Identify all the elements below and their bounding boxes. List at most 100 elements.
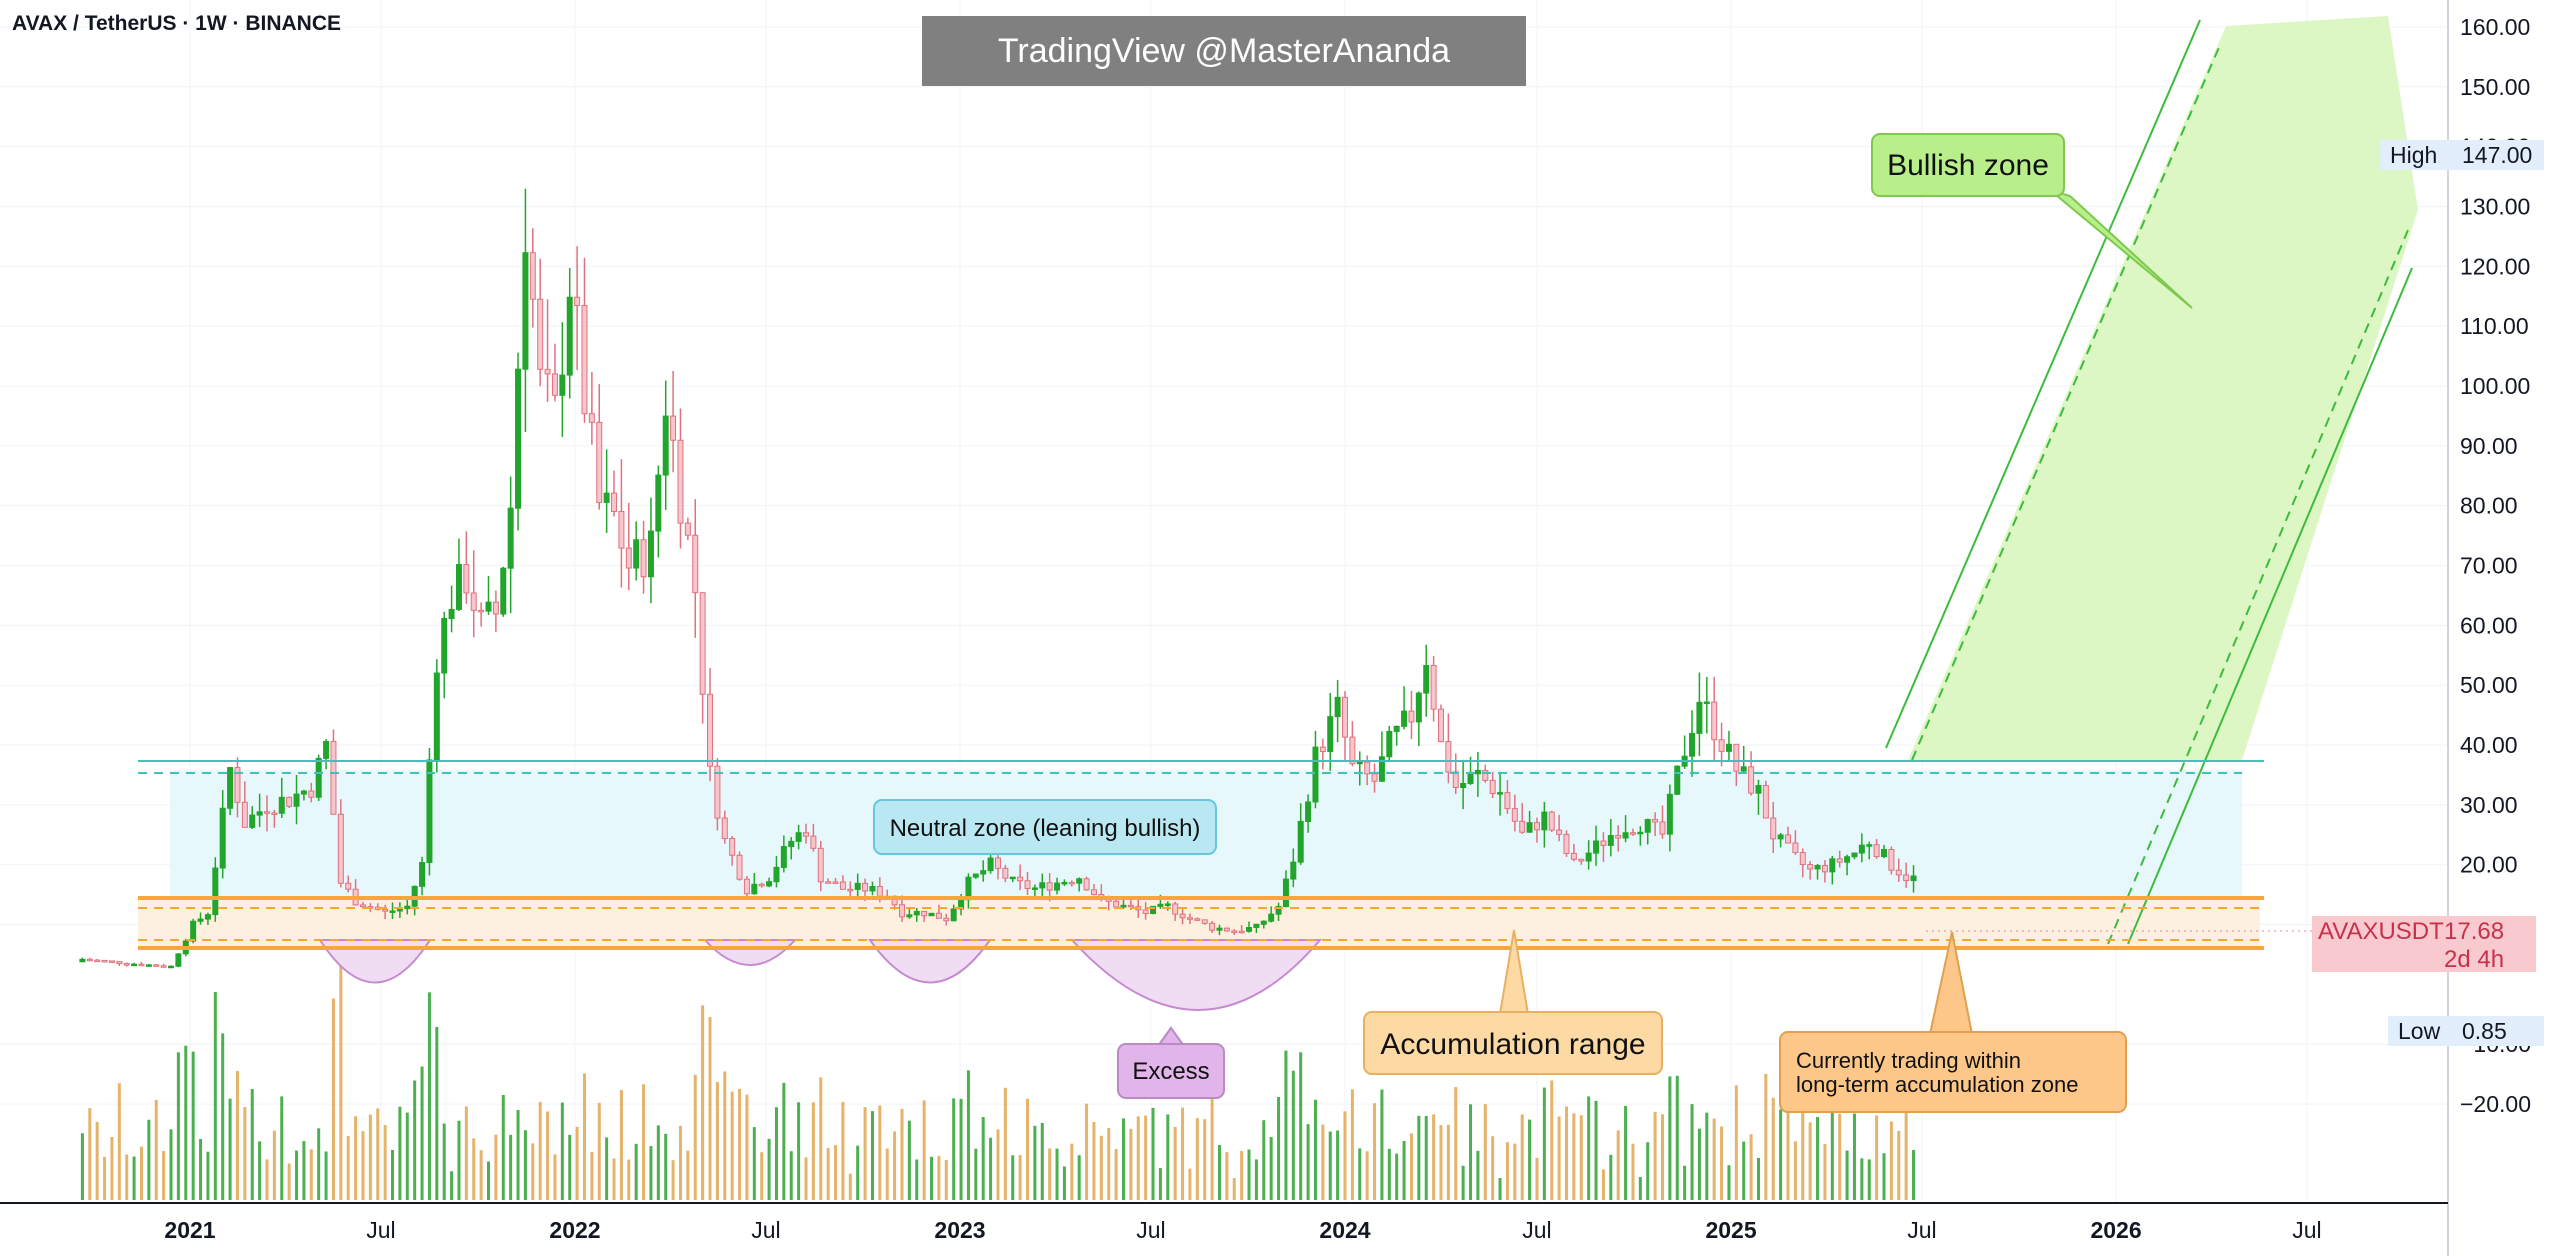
candle <box>433 659 440 773</box>
candle <box>544 299 551 402</box>
accumulation-callout: Accumulation range <box>1363 929 1663 1075</box>
volume-bar <box>427 992 431 1200</box>
candle <box>419 856 426 896</box>
volume-bar <box>1675 1075 1679 1200</box>
volume-bar <box>1712 1118 1716 1200</box>
volume-bar <box>878 1105 882 1200</box>
volume-bar <box>597 1102 601 1200</box>
candle <box>721 810 728 844</box>
volume-bar <box>1653 1111 1657 1200</box>
volume-bar <box>531 1143 535 1200</box>
volume-bar <box>664 1133 668 1200</box>
volume-bar <box>1151 1108 1155 1200</box>
price-tick-label: 20.00 <box>2460 852 2518 878</box>
volume-bar <box>1904 1110 1908 1200</box>
candle <box>1696 672 1703 756</box>
volume-bar <box>870 1111 874 1200</box>
volume-bar <box>213 992 217 1200</box>
candle <box>1378 731 1385 783</box>
volume-bar <box>80 1133 84 1200</box>
time-tick-label: Jul <box>366 1217 395 1243</box>
candle <box>758 882 765 888</box>
price-tick-label: 60.00 <box>2460 612 2518 638</box>
candle <box>1179 907 1186 925</box>
candle <box>300 789 307 801</box>
candle <box>264 795 270 832</box>
volume-bar <box>1646 1142 1650 1200</box>
volume-bar <box>1838 1113 1842 1200</box>
candle <box>1445 713 1452 784</box>
candle <box>1223 927 1230 932</box>
volume-bar <box>989 1137 993 1200</box>
current-label-line1: Currently trading within <box>1796 1048 2021 1073</box>
volume-bar <box>1313 1099 1317 1200</box>
volume-bar <box>272 1130 276 1200</box>
candle <box>1659 805 1666 839</box>
excess-callout: Excess <box>1117 1026 1225 1099</box>
volume-bar <box>243 1107 247 1200</box>
time-axis[interactable]: 2021 Jul 2022 Jul 2023 Jul 2024 Jul 2025 Jul 2026 J… <box>164 1217 2321 1243</box>
candle <box>1474 751 1481 797</box>
volume-bar <box>132 1156 136 1200</box>
last-price-symbol: AVAXUSDT <box>2318 918 2444 945</box>
volume-bar <box>1808 1122 1812 1200</box>
candle <box>441 611 448 699</box>
candle <box>271 809 278 828</box>
symbol-title[interactable]: AVAX / TetherUS · 1W · BINANCE <box>12 12 342 35</box>
candle <box>1770 801 1777 854</box>
candle <box>315 754 322 801</box>
last-price-value: 17.68 <box>2444 918 2505 945</box>
candle <box>500 566 507 617</box>
candle <box>168 965 175 969</box>
volume-bar <box>331 998 335 1200</box>
candle <box>1497 771 1504 816</box>
candle <box>337 799 344 888</box>
volume-bars <box>80 940 1916 1200</box>
candle <box>625 502 632 591</box>
volume-bar <box>1299 1052 1303 1200</box>
price-tick-label: 90.00 <box>2460 433 2518 459</box>
high-tag: High 147.00 <box>2380 140 2544 170</box>
candle <box>1556 814 1563 842</box>
volume-bar <box>1771 1097 1775 1200</box>
volume-bar <box>117 1083 121 1200</box>
volume-bar <box>1520 1114 1524 1200</box>
volume-bar <box>723 1071 727 1200</box>
volume-bar <box>1764 1073 1768 1200</box>
time-tick-label: Jul <box>1136 1217 1165 1243</box>
volume-bar <box>1350 1089 1354 1200</box>
candle <box>1533 817 1540 843</box>
volume-bar <box>221 1033 225 1200</box>
volume-bar <box>981 1117 985 1200</box>
candle <box>1017 864 1024 891</box>
candle <box>241 781 248 828</box>
volume-bar <box>1099 1135 1103 1200</box>
bullish-zone-callout: Bullish zone <box>1871 133 2193 309</box>
candle <box>286 796 293 809</box>
volume-bar <box>442 1123 446 1200</box>
candle <box>529 228 536 328</box>
volume-bar <box>1469 1104 1473 1200</box>
volume-bar <box>1432 1114 1436 1200</box>
volume-bar <box>1173 1126 1177 1200</box>
candle <box>1593 825 1600 866</box>
candle <box>1674 765 1681 795</box>
candle <box>1814 863 1821 880</box>
candle <box>1076 877 1083 892</box>
price-tick-label: 100.00 <box>2460 373 2530 399</box>
candle <box>751 873 758 895</box>
candle <box>662 380 669 510</box>
volume-bar <box>804 1157 808 1200</box>
volume-bar <box>605 1137 609 1200</box>
volume-bar <box>1077 1155 1081 1200</box>
volume-bar <box>856 1145 860 1200</box>
candle <box>647 497 654 604</box>
candle <box>1578 858 1585 865</box>
candle <box>1762 780 1769 819</box>
volume-bar <box>1136 1116 1140 1200</box>
volume-bar <box>715 1082 719 1200</box>
candle <box>1504 780 1511 814</box>
volume-bar <box>553 1154 557 1200</box>
volume-bar <box>1395 1153 1399 1200</box>
